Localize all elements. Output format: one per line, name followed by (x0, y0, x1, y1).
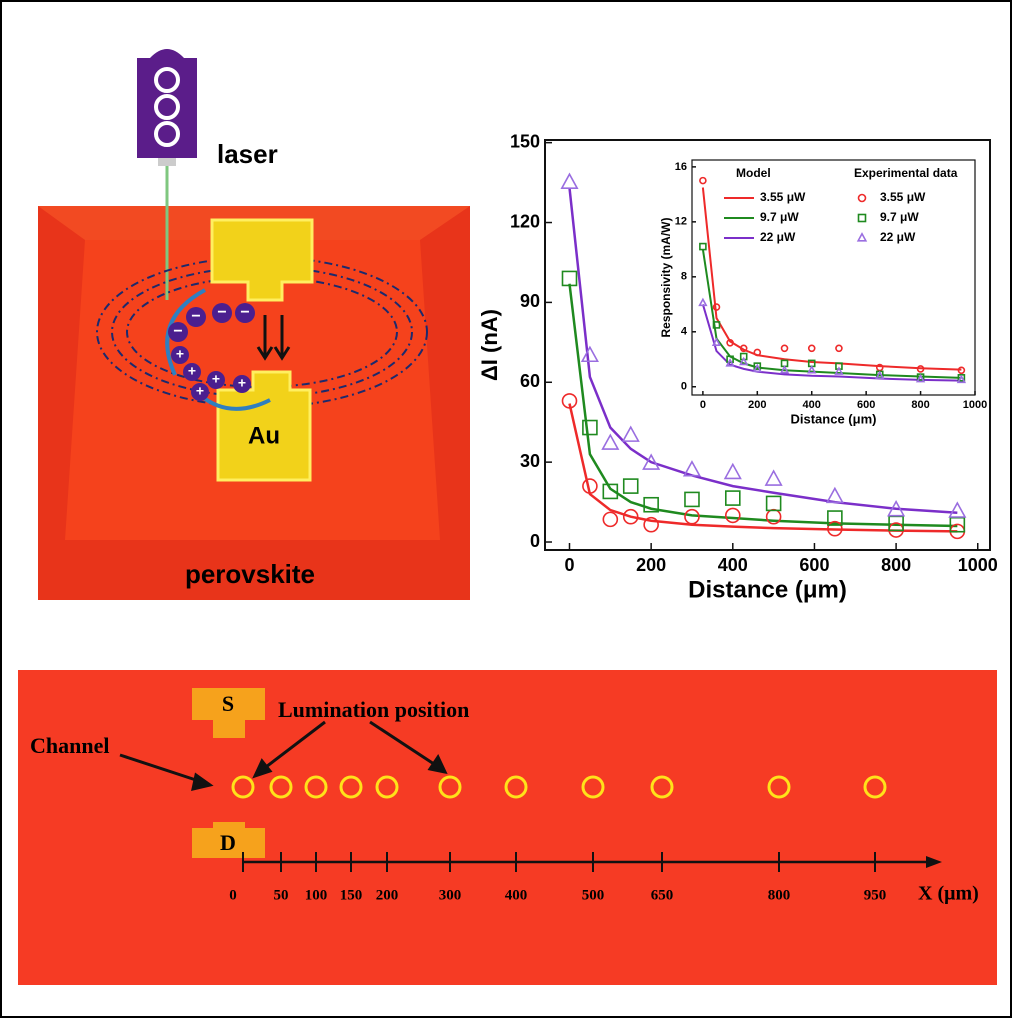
legend-label: 3.55 μW (760, 190, 806, 204)
x-tick-label: 600 (857, 399, 875, 411)
y-tick-label: 30 (520, 451, 540, 471)
x-tick-label: 200 (748, 399, 766, 411)
charge-sign: + (238, 375, 246, 391)
page: {"chart_data": [ {"type": "line", "y_lab… (0, 0, 1012, 1018)
y-tick-label: 60 (520, 371, 540, 391)
x-tick-label: 1000 (963, 399, 987, 411)
y-axis-title: Responsivity (mA/W) (659, 217, 673, 337)
position-label: 200 (376, 887, 399, 903)
x-tick-label: 400 (803, 399, 821, 411)
position-label: 300 (439, 887, 462, 903)
legend-label: 9.7 μW (760, 210, 799, 224)
x-tick-label: 200 (636, 555, 666, 575)
y-tick-label: 150 (510, 131, 540, 151)
figure: laser Au perovskite −−−−+++++ S D Channe… (0, 0, 1012, 1018)
y-tick-label: 90 (520, 291, 540, 311)
y-axis-title: ΔI (nA) (477, 309, 502, 381)
source-label: S (222, 691, 234, 716)
y-tick-label: 0 (681, 381, 687, 393)
laser-label: laser (217, 139, 278, 169)
legend-label: 22 μW (880, 230, 916, 244)
x-axis-title: Distance (μm) (791, 412, 877, 427)
position-label: 100 (305, 887, 328, 903)
y-tick-label: 4 (681, 326, 688, 338)
drain-label: D (220, 830, 236, 855)
position-label: 0 (229, 887, 237, 903)
x-axis-label: X (μm) (918, 883, 979, 905)
legend-title: Model (736, 166, 771, 180)
charge-sign: − (240, 304, 249, 321)
electrode-label: Au (248, 422, 280, 449)
y-tick-label: 8 (681, 271, 687, 283)
x-tick-label: 800 (911, 399, 929, 411)
charge-sign: − (217, 304, 226, 321)
position-label: 950 (864, 887, 887, 903)
charge-sign: + (176, 346, 184, 362)
laser-nozzle (158, 158, 176, 166)
y-tick-label: 0 (530, 531, 540, 551)
position-label: 800 (768, 887, 791, 903)
charge-sign: − (191, 308, 200, 325)
position-label: 50 (274, 887, 289, 903)
legend-label: 9.7 μW (880, 210, 919, 224)
legend-title: Experimental data (854, 166, 958, 180)
position-label: 500 (582, 887, 605, 903)
charge-sign: + (196, 383, 204, 399)
charge-sign: − (173, 323, 182, 340)
substrate (18, 670, 997, 985)
substrate-label: perovskite (185, 559, 315, 589)
x-tick-label: 600 (799, 555, 829, 575)
x-axis-title: Distance (μm) (688, 577, 847, 604)
y-tick-label: 12 (675, 216, 687, 228)
x-tick-label: 0 (700, 399, 706, 411)
x-tick-label: 800 (881, 555, 911, 575)
channel-label: Channel (30, 733, 109, 758)
y-tick-label: 120 (510, 211, 540, 231)
x-tick-label: 400 (718, 555, 748, 575)
legend-label: 3.55 μW (880, 190, 926, 204)
position-label: 150 (340, 887, 363, 903)
position-label: 400 (505, 887, 528, 903)
y-tick-label: 16 (675, 161, 687, 173)
x-tick-label: 0 (564, 555, 574, 575)
position-label: 650 (651, 887, 674, 903)
x-tick-label: 1000 (958, 555, 998, 575)
lumination-label: Lumination position (278, 697, 469, 722)
legend-label: 22 μW (760, 230, 796, 244)
charge-sign: + (188, 363, 196, 379)
bottom-panel: S D Channel Lumination position X (μm) 0… (18, 670, 997, 985)
charge-sign: + (212, 371, 220, 387)
